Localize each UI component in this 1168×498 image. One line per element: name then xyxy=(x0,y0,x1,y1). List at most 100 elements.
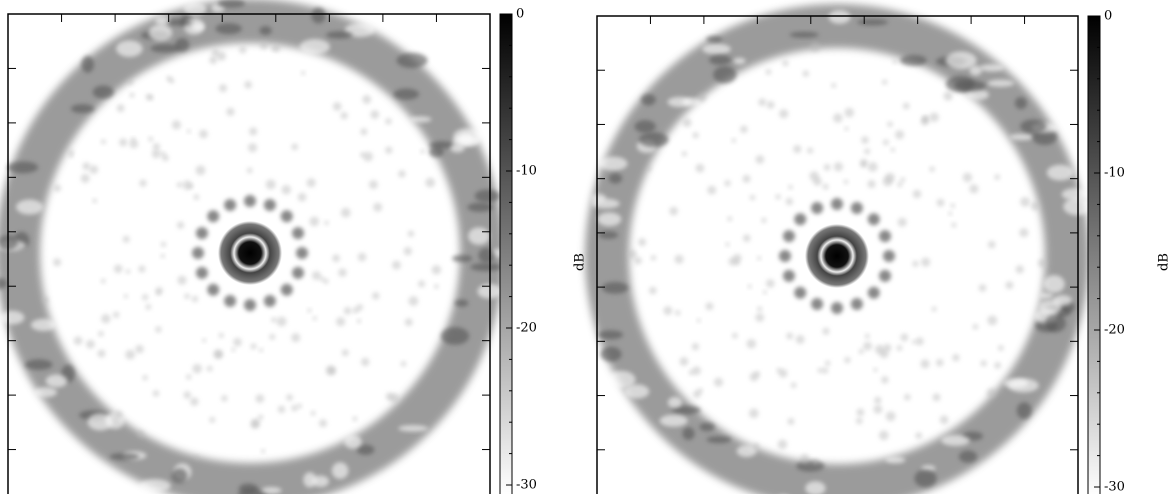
colorbar-tick-label: 0 xyxy=(1104,9,1112,24)
speckle xyxy=(893,59,898,64)
speckle xyxy=(952,354,959,361)
speckle xyxy=(97,350,105,358)
ring-blob xyxy=(946,51,977,69)
ring-blob xyxy=(635,120,656,133)
speckle xyxy=(269,334,275,340)
speckle xyxy=(251,420,260,429)
speckle xyxy=(696,164,705,173)
ring-blob xyxy=(914,469,936,487)
speckle xyxy=(732,138,736,142)
speckle xyxy=(697,318,701,322)
speckle xyxy=(361,358,369,366)
inner-lobe xyxy=(879,230,891,242)
speckle xyxy=(973,324,979,330)
speckle xyxy=(188,184,193,189)
speckle xyxy=(405,318,413,326)
speckle xyxy=(127,79,133,85)
inner-lobe xyxy=(224,295,236,307)
speckle xyxy=(943,91,952,100)
ring-blob xyxy=(441,327,469,345)
ring-blob xyxy=(954,80,986,91)
speckle xyxy=(988,241,996,249)
speckle xyxy=(386,393,394,401)
ring-blob xyxy=(1044,275,1065,293)
speckle xyxy=(787,418,794,425)
ring-blob xyxy=(1017,402,1032,419)
speckle xyxy=(89,165,98,174)
speckle xyxy=(82,162,90,170)
speckle xyxy=(669,207,678,216)
inner-lobe xyxy=(794,287,806,299)
speckle xyxy=(823,184,829,190)
speckle xyxy=(312,271,321,280)
colorbar-tick-label: 0 xyxy=(516,7,524,22)
ring-blob xyxy=(886,457,906,464)
speckle xyxy=(933,393,941,401)
speckle xyxy=(979,284,987,292)
speckle xyxy=(916,337,924,345)
speckle xyxy=(131,137,135,141)
speckle xyxy=(675,310,680,315)
speckle xyxy=(803,70,810,77)
speckle xyxy=(861,136,869,144)
speckle xyxy=(155,326,161,332)
inner-lobe xyxy=(281,210,293,222)
inner-lobe xyxy=(868,287,880,299)
speckle xyxy=(291,144,298,151)
inner-lobe xyxy=(244,195,256,207)
speckle xyxy=(297,404,302,409)
speckle xyxy=(881,376,888,383)
inner-lobe xyxy=(292,227,304,239)
speckle xyxy=(753,443,759,449)
speckle xyxy=(370,110,379,119)
speckle xyxy=(929,113,938,122)
speckle xyxy=(779,109,788,118)
speckle xyxy=(950,203,955,208)
speckle xyxy=(750,372,759,381)
ring-blob xyxy=(1010,134,1034,140)
speckle xyxy=(822,328,829,335)
inner-lobe xyxy=(207,210,219,222)
speckle xyxy=(628,249,637,258)
ring-blob xyxy=(261,487,282,494)
ring-blob xyxy=(468,227,490,244)
speckle xyxy=(260,42,268,50)
speckle xyxy=(54,184,61,191)
speckle xyxy=(844,180,849,185)
inner-lobe xyxy=(783,270,795,282)
speckle xyxy=(373,203,382,212)
speckle xyxy=(113,312,119,318)
speckle xyxy=(697,93,706,102)
speckle xyxy=(912,261,918,267)
speckle xyxy=(725,242,729,246)
speckle xyxy=(277,317,287,327)
speckle xyxy=(259,348,263,352)
speckle xyxy=(340,112,347,119)
speckle xyxy=(256,394,265,403)
ring-blob xyxy=(601,347,622,362)
speckle xyxy=(219,84,227,92)
speckle xyxy=(408,230,414,236)
inner-lobe xyxy=(831,198,843,210)
speckle xyxy=(692,343,699,350)
speckle xyxy=(1031,202,1040,211)
speckle xyxy=(119,138,127,146)
speckle xyxy=(69,154,73,158)
ring-blob xyxy=(167,19,191,26)
ring-blob xyxy=(455,299,469,306)
speckle xyxy=(651,255,656,260)
ring-blob xyxy=(25,359,52,370)
speckle xyxy=(311,411,316,416)
speckle xyxy=(822,367,828,373)
speckle xyxy=(800,454,810,464)
speckle xyxy=(332,254,340,262)
speckle xyxy=(101,279,106,284)
speckle xyxy=(338,268,347,277)
speckle xyxy=(903,103,910,110)
speckle xyxy=(196,165,206,175)
speckle xyxy=(969,184,978,193)
ring-blob xyxy=(300,39,330,55)
speckle xyxy=(747,339,757,349)
inner-lobe xyxy=(779,250,791,262)
speckle xyxy=(915,432,922,439)
